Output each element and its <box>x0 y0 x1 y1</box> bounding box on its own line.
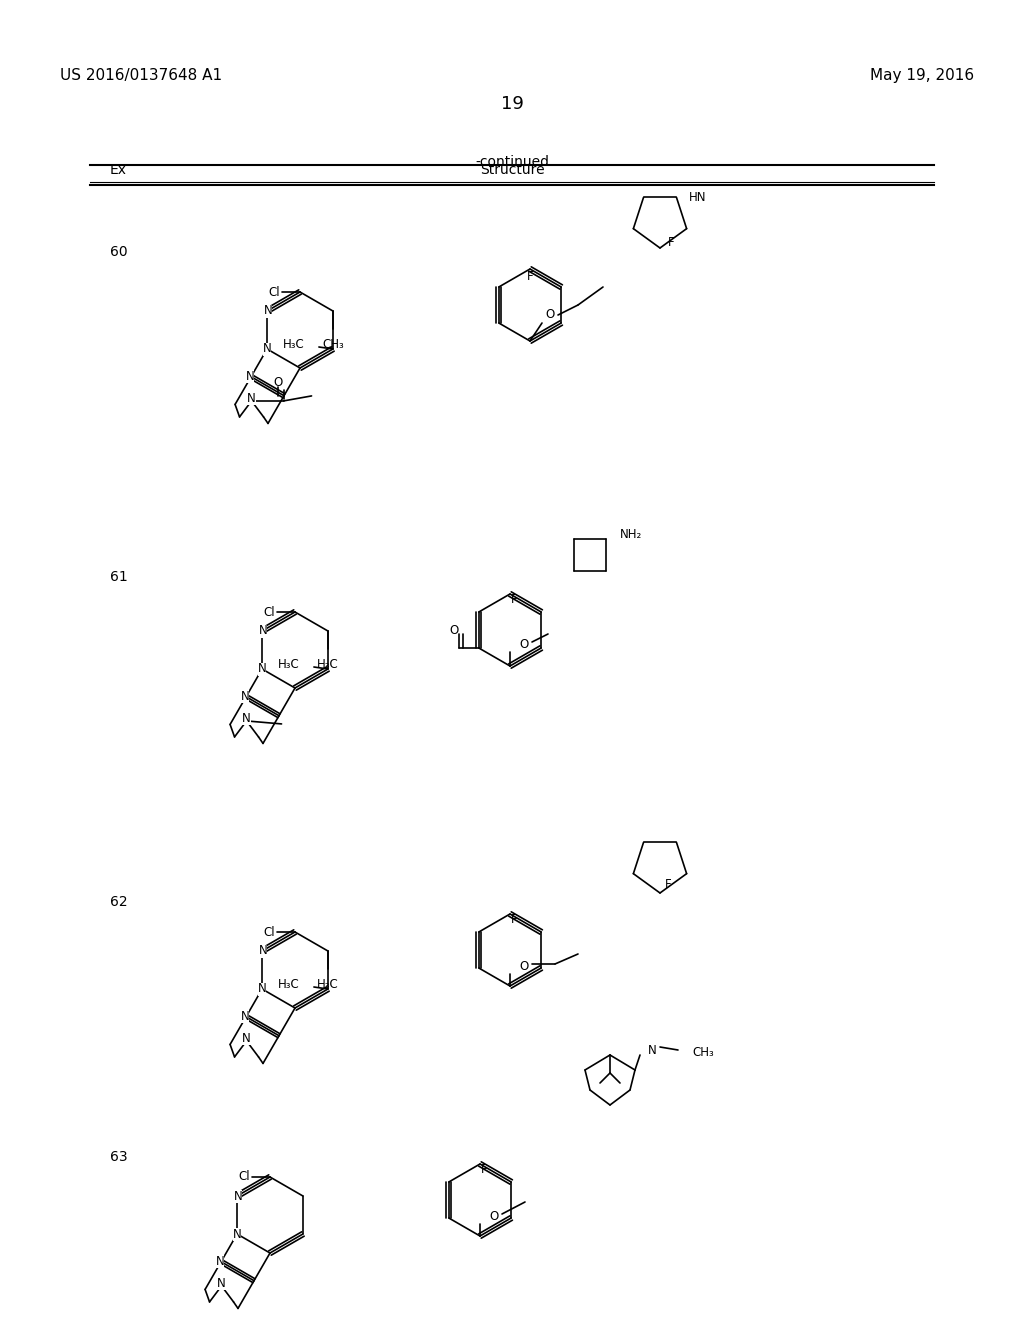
Text: Structure: Structure <box>479 162 545 177</box>
Text: N: N <box>247 392 256 405</box>
Text: F: F <box>665 879 672 891</box>
Text: N: N <box>233 1189 243 1203</box>
Text: 60: 60 <box>110 246 128 259</box>
Text: O: O <box>546 309 555 322</box>
Text: N: N <box>647 1044 656 1056</box>
Text: H₃C: H₃C <box>279 659 300 672</box>
Text: Cl: Cl <box>239 1171 250 1184</box>
Text: O: O <box>519 960 528 973</box>
Text: US 2016/0137648 A1: US 2016/0137648 A1 <box>60 69 222 83</box>
Text: H₃C: H₃C <box>317 657 339 671</box>
Text: 19: 19 <box>501 95 523 114</box>
Text: N: N <box>246 370 255 383</box>
Text: F: F <box>511 913 517 927</box>
Text: O: O <box>489 1209 499 1222</box>
Text: O: O <box>519 638 528 651</box>
Text: N: N <box>241 1010 250 1023</box>
Text: N: N <box>241 690 250 704</box>
Text: May 19, 2016: May 19, 2016 <box>870 69 974 83</box>
Text: N: N <box>242 713 251 726</box>
Text: NH₂: NH₂ <box>620 528 642 541</box>
Text: N: N <box>258 982 266 995</box>
Text: F: F <box>526 271 534 282</box>
Text: N: N <box>259 945 267 957</box>
Text: CH₃: CH₃ <box>322 338 344 351</box>
Text: Ex: Ex <box>110 162 127 177</box>
Text: N: N <box>216 1255 224 1269</box>
Text: HN: HN <box>688 191 706 203</box>
Text: CH₃: CH₃ <box>692 1045 714 1059</box>
Text: 62: 62 <box>110 895 128 909</box>
Text: 63: 63 <box>110 1150 128 1164</box>
Text: Cl: Cl <box>268 285 280 298</box>
Text: N: N <box>217 1278 226 1291</box>
Text: N: N <box>263 342 271 355</box>
Text: O: O <box>273 376 283 389</box>
Text: N: N <box>264 305 272 318</box>
Text: F: F <box>668 236 675 249</box>
Text: H₃C: H₃C <box>284 338 305 351</box>
Text: H₃C: H₃C <box>279 978 300 991</box>
Text: N: N <box>242 1032 251 1045</box>
Text: H₃C: H₃C <box>317 978 339 991</box>
Text: F: F <box>511 593 517 606</box>
Text: Cl: Cl <box>263 606 275 619</box>
Text: -continued: -continued <box>475 154 549 169</box>
Text: F: F <box>480 1163 487 1176</box>
Text: N: N <box>232 1228 242 1241</box>
Text: Cl: Cl <box>263 925 275 939</box>
Text: 61: 61 <box>110 570 128 583</box>
Text: O: O <box>450 623 459 636</box>
Text: N: N <box>258 663 266 676</box>
Text: N: N <box>259 624 267 638</box>
